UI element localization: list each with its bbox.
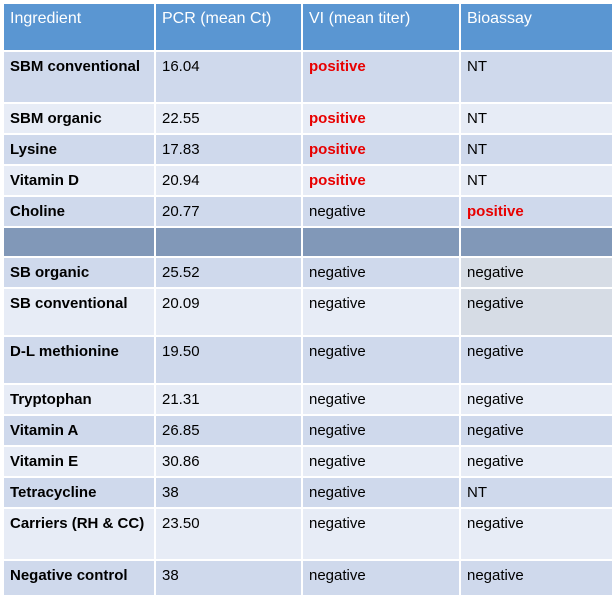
ingredient-cell: Vitamin E <box>2 445 156 478</box>
bioassay-cell: negative <box>459 507 614 561</box>
table-row: Lysine 17.83 positive NT <box>2 133 614 166</box>
pcr-cell: 30.86 <box>154 445 303 478</box>
bioassay-cell: NT <box>459 133 614 166</box>
vi-cell: negative <box>301 507 461 561</box>
bioassay-cell: NT <box>459 50 614 104</box>
table-row: Tryptophan 21.31 negative negative <box>2 383 614 416</box>
separator-cell <box>2 226 156 258</box>
table-row: Vitamin A 26.85 negative negative <box>2 414 614 447</box>
bioassay-cell: negative <box>459 335 614 385</box>
vi-cell: negative <box>301 476 461 509</box>
pcr-cell: 17.83 <box>154 133 303 166</box>
separator-cell <box>459 226 614 258</box>
bioassay-cell: negative <box>459 414 614 447</box>
table-row: D-L methionine 19.50 negative negative <box>2 335 614 385</box>
ingredient-cell: SBM organic <box>2 102 156 135</box>
bioassay-cell: NT <box>459 164 614 197</box>
bioassay-cell: negative <box>459 445 614 478</box>
pcr-cell: 20.09 <box>154 287 303 337</box>
bioassay-cell: positive <box>459 195 614 228</box>
bioassay-cell: negative <box>459 287 614 337</box>
separator-row <box>2 226 614 258</box>
pcr-cell: 25.52 <box>154 256 303 289</box>
table-row: SB organic 25.52 negative negative <box>2 256 614 289</box>
header-pcr: PCR (mean Ct) <box>154 2 303 52</box>
ingredient-cell: Tryptophan <box>2 383 156 416</box>
vi-cell: negative <box>301 287 461 337</box>
table-row: Vitamin E 30.86 negative negative <box>2 445 614 478</box>
separator-cell <box>301 226 461 258</box>
header-vi: VI (mean titer) <box>301 2 461 52</box>
table-row: Negative control 38 negative negative <box>2 559 614 597</box>
pcr-cell: 21.31 <box>154 383 303 416</box>
bioassay-cell: NT <box>459 102 614 135</box>
separator-cell <box>154 226 303 258</box>
vi-cell: negative <box>301 335 461 385</box>
bioassay-cell: negative <box>459 383 614 416</box>
ingredient-cell: Vitamin D <box>2 164 156 197</box>
ingredient-cell: Choline <box>2 195 156 228</box>
table-row: SBM organic 22.55 positive NT <box>2 102 614 135</box>
vi-cell: positive <box>301 102 461 135</box>
table-row: Choline 20.77 negative positive <box>2 195 614 228</box>
vi-cell: negative <box>301 195 461 228</box>
pcr-cell: 22.55 <box>154 102 303 135</box>
pcr-cell: 16.04 <box>154 50 303 104</box>
ingredient-cell: Tetracycline <box>2 476 156 509</box>
vi-cell: positive <box>301 50 461 104</box>
table-row: Vitamin D 20.94 positive NT <box>2 164 614 197</box>
pcr-cell: 38 <box>154 559 303 597</box>
pcr-cell: 38 <box>154 476 303 509</box>
table-row: Carriers (RH & CC) 23.50 negative negati… <box>2 507 614 561</box>
ingredient-cell: Vitamin A <box>2 414 156 447</box>
header-ingredient: Ingredient <box>2 2 156 52</box>
bioassay-cell: negative <box>459 559 614 597</box>
pcr-cell: 23.50 <box>154 507 303 561</box>
header-bioassay: Bioassay <box>459 2 614 52</box>
header-row: Ingredient PCR (mean Ct) VI (mean titer)… <box>2 2 614 52</box>
pcr-cell: 19.50 <box>154 335 303 385</box>
ingredient-cell: SB organic <box>2 256 156 289</box>
pcr-cell: 20.77 <box>154 195 303 228</box>
vi-cell: negative <box>301 559 461 597</box>
vi-cell: positive <box>301 133 461 166</box>
ingredient-cell: SBM conventional <box>2 50 156 104</box>
vi-cell: negative <box>301 445 461 478</box>
ingredient-cell: SB conventional <box>2 287 156 337</box>
vi-cell: negative <box>301 256 461 289</box>
vi-cell: negative <box>301 414 461 447</box>
pcr-cell: 26.85 <box>154 414 303 447</box>
ingredient-cell: D-L methionine <box>2 335 156 385</box>
table-row: SB conventional 20.09 negative negative <box>2 287 614 337</box>
ingredient-cell: Lysine <box>2 133 156 166</box>
table-row: Tetracycline 38 negative NT <box>2 476 614 509</box>
table-row: SBM conventional 16.04 positive NT <box>2 50 614 104</box>
ingredient-cell: Negative control <box>2 559 156 597</box>
vi-cell: positive <box>301 164 461 197</box>
ingredient-cell: Carriers (RH & CC) <box>2 507 156 561</box>
pcr-cell: 20.94 <box>154 164 303 197</box>
bioassay-cell: NT <box>459 476 614 509</box>
vi-cell: negative <box>301 383 461 416</box>
bioassay-cell: negative <box>459 256 614 289</box>
